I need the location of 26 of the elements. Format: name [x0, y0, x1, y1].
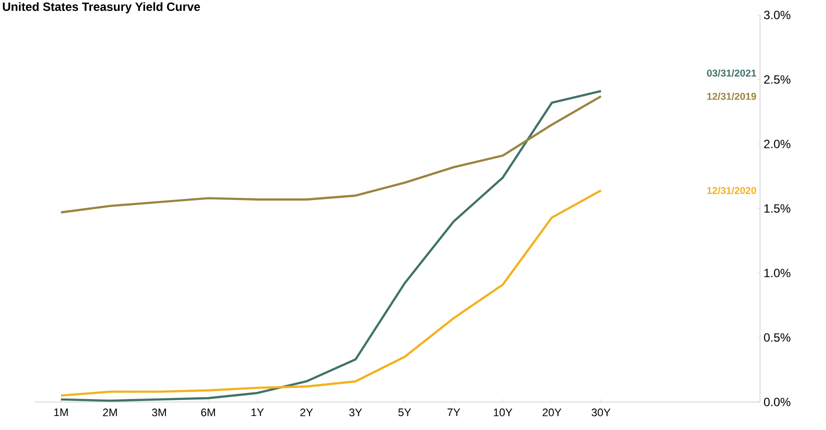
y-tick-label: 2.0%	[764, 140, 790, 148]
x-tick-label: 2M	[103, 408, 117, 416]
x-tick-label: 1Y	[251, 408, 264, 416]
x-tick-label: 2Y	[300, 408, 313, 416]
y-tick-label: 3.0%	[764, 10, 790, 20]
line-series	[60, 95, 602, 214]
x-tick-label: 10Y	[494, 408, 512, 416]
y-tick-label: 1.0%	[764, 268, 790, 278]
y-tick-label: 0.5%	[764, 333, 790, 342]
text: 03/31/2021	[707, 69, 756, 77]
x-tick-label: 7Y	[448, 408, 460, 416]
text: 12/31/2019	[707, 92, 756, 100]
x-tick-label: 3M	[152, 408, 166, 416]
line-series	[60, 90, 602, 402]
text: 12/31/2020	[707, 186, 756, 194]
x-tick-label: 30Y	[592, 408, 610, 416]
x-tick-label: 20Y	[542, 408, 562, 416]
x-tick-label: 3Y	[349, 408, 362, 416]
x-tick-label: 1M	[54, 408, 68, 416]
chart-title: United States Treasury Yield Curve	[2, 2, 200, 14]
y-tick-label: 0.0%	[764, 398, 790, 406]
x-tick-label: 5Y	[398, 408, 412, 416]
y-tick-label: 2.5%	[764, 75, 790, 84]
x-tick-label: 6M	[201, 408, 215, 416]
line-series	[60, 189, 602, 397]
y-tick-label: 1.5%	[764, 204, 790, 213]
